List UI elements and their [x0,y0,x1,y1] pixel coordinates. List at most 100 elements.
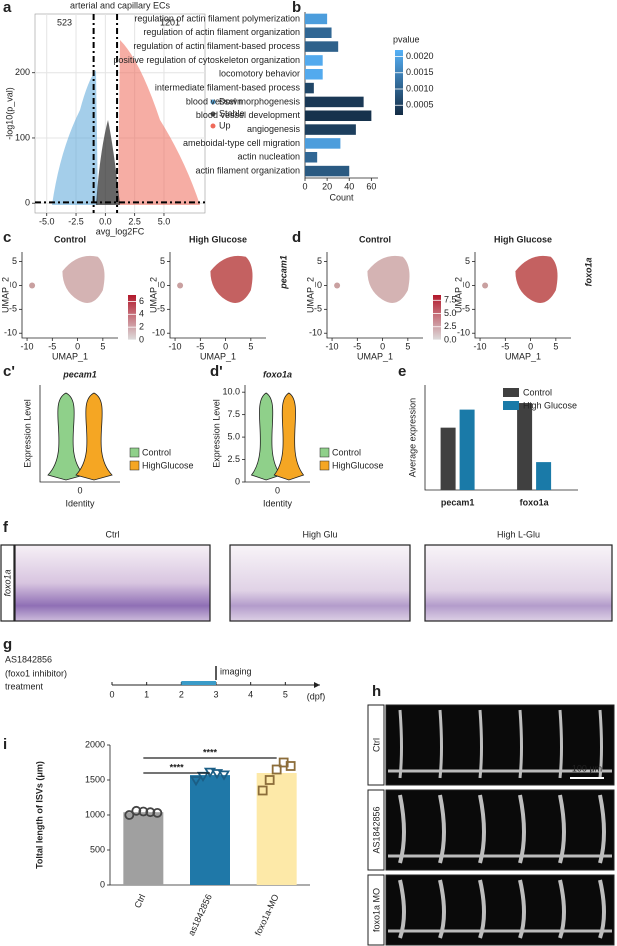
bar [305,151,318,163]
category-label: regulation of actin filament organizatio… [143,27,300,37]
category-label: regulation of actin filament polymerizat… [134,13,300,23]
colorbar-title: pvalue [393,34,420,44]
chart-title: pecam1 [62,369,97,379]
plot-frame [34,13,206,214]
legend-label: Control [332,447,361,457]
ish-image [424,544,613,622]
point [203,767,217,778]
bar [305,124,356,135]
x-tick-label: -10 [169,341,182,351]
x-tick-label: 0.0 [99,216,112,226]
y-tick-label: 0 [235,476,240,486]
x-tick-label: 5.0 [158,216,171,226]
cell-cloud [177,282,184,289]
violin [250,392,282,481]
treatment-bar [181,681,216,685]
x-tick-label: -5 [196,341,204,351]
cell-cloud [482,282,489,289]
cell-cloud [29,282,36,289]
cell-cloud [515,255,558,303]
x-axis-label: UMAP_1 [357,351,393,361]
category-label: regulation of actin filament-based proce… [133,41,300,51]
row-label: Ctrl [371,738,381,752]
bar [305,13,328,25]
category-label: positive regulation of cytoskeleton orga… [113,55,300,65]
scale-label: 100 μm [572,763,602,773]
category-label: actin filament organization [195,165,300,175]
legend-swatch [319,460,330,471]
cell-cloud [62,255,105,303]
y-tick-label: 0 [465,280,470,290]
timeline-tick-label: 3 [213,689,218,699]
point [264,775,275,785]
x-tick-label: 0 [223,341,228,351]
y-tick-label: 2000 [85,739,105,749]
x-tick-label: 0 [75,341,80,351]
row-label-box [367,874,385,946]
category-label: 0 [77,485,82,495]
category-label: blood vessel development [196,110,301,120]
point [152,808,163,818]
ish-image [14,544,211,622]
gene-box [0,544,15,622]
point [271,764,282,775]
panel-label: d' [210,363,223,380]
legend-swatch [210,111,216,117]
axis [39,385,120,483]
legend-swatch [503,401,519,410]
annotation: 1201 [160,17,180,27]
drug-note: treatment [5,681,44,691]
y-axis-label: Expression Level [22,399,32,468]
colorbar-tick-label: 2 [139,322,144,332]
timeline-tick-label: 2 [179,689,184,699]
y-tick-label: 5.0 [227,431,240,441]
y-tick-label: -5 [157,304,165,314]
y-tick-label: -10 [152,328,165,338]
x-tick-label: 5 [553,341,558,351]
legend-swatch [210,123,216,129]
colorbar [433,295,441,340]
category-label: 0 [275,485,280,495]
legend-label: HighGlucose [332,460,384,470]
category-label: pecam1 [441,497,475,507]
vessel [558,794,566,864]
vessel [438,794,446,864]
y-tick-label: 5 [317,256,322,266]
row-label-box [367,704,385,786]
axis [169,252,266,339]
x-tick-label: 5 [100,341,105,351]
y-tick-label: 1000 [85,809,105,819]
vessel [398,794,406,864]
y-axis-label: UMAP_2 [0,277,10,313]
bar [536,462,552,490]
x-axis-label: Count [329,192,354,202]
category-label: as1842856 [186,893,214,938]
bar [305,41,339,52]
x-tick-label: -5 [48,341,56,351]
vessel [558,709,563,779]
legend-label: Stable [219,108,245,118]
bar [123,812,164,885]
panel-label: i [3,736,7,753]
colorbar-tick-label: 0.0010 [406,83,434,93]
bar [517,403,533,490]
x-tick-label: 40 [344,181,354,191]
colorbar [395,50,403,115]
x-tick-label: 5 [405,341,410,351]
vessel-image [385,789,615,871]
drug-label: AS1842856 [5,654,52,664]
plot-title: High Glucose [494,234,552,244]
panel-label: e [398,363,406,380]
y-axis-label: -log10(p_val) [4,87,14,140]
x-tick-label: 20 [322,181,332,191]
legend-label: Control [523,387,552,397]
y-axis-label: UMAP_2 [148,277,158,313]
y-tick-label: 0 [160,280,165,290]
x-axis-label: Identity [263,498,293,508]
x-axis-label: UMAP_1 [52,351,88,361]
category-label: blood vessel morphogenesis [186,96,301,106]
ish-image [229,544,411,622]
x-tick-label: -10 [474,341,487,351]
colorbar-tick-label: 6 [139,296,144,306]
gene-label: foxo1a [583,257,593,286]
